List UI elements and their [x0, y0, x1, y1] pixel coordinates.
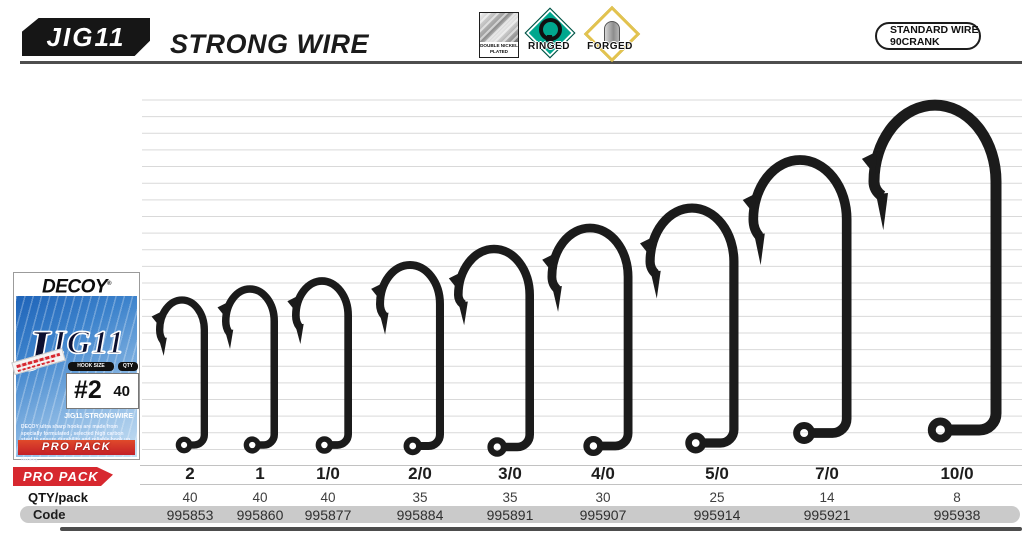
hook-2 — [156, 296, 208, 449]
package-subtitle: JIG11 STRONGWIRE — [64, 413, 133, 420]
hook-eye-5/0 — [685, 432, 707, 454]
qty-value-10/0: 8 — [953, 490, 961, 505]
hook-eye-4/0 — [583, 435, 604, 457]
hook-barb-10/0 — [861, 151, 878, 176]
wire-tag-line1: STANDARD WIRE — [890, 23, 979, 36]
code-value-3/0: 995891 — [486, 507, 534, 523]
size-qty-box: #2 40 — [66, 373, 139, 409]
code-value-2: 995853 — [166, 507, 214, 523]
hook-barb-2/0 — [371, 283, 383, 301]
hook-barb-5/0 — [639, 236, 653, 258]
code-value-2/0: 995884 — [396, 507, 444, 523]
hook-5/0 — [645, 203, 739, 448]
size-label-3/0: 3/0 — [498, 464, 522, 483]
size-label-1: 1 — [255, 464, 265, 483]
package-face: J IG11 HOOK SIZE QTY #2 40 JIG11 STRONGW… — [11, 296, 139, 463]
qty-value-7/0: 14 — [819, 490, 835, 505]
qty-row-label: QTY/pack — [28, 490, 88, 505]
hook-1/0 — [292, 277, 352, 449]
ringed-badge-label: RINGED — [528, 41, 570, 52]
package-size-value: #2 — [74, 376, 102, 404]
size-row-bottom-line — [140, 484, 1022, 485]
size-label-4/0: 4/0 — [591, 464, 615, 483]
code-value-1: 995860 — [236, 507, 284, 523]
package-model-rest: IG11 — [52, 325, 125, 361]
hook-barb-1/0 — [287, 295, 299, 313]
size-label-5/0: 5/0 — [705, 464, 729, 483]
code-row-label: Code — [33, 507, 66, 522]
size-label-1/0: 1/0 — [316, 464, 340, 483]
standard-wire-tag: STANDARD WIRE 90CRANK — [875, 22, 981, 50]
code-row-bar — [20, 506, 1020, 523]
bottom-divider — [60, 527, 1022, 531]
hook-4/0 — [547, 223, 633, 451]
code-value-10/0: 995938 — [933, 507, 981, 523]
wire-tag-line2: 90CRANK — [890, 36, 940, 48]
hook-point-2/0 — [379, 312, 389, 335]
hook-eye-7/0 — [793, 422, 816, 444]
size-label-2: 2 — [185, 464, 195, 483]
hook-point-3/0 — [458, 301, 468, 326]
qty-pill: QTY — [118, 362, 138, 371]
forged-badge-label: FORGED — [587, 41, 633, 52]
hook-barb-2 — [151, 311, 162, 328]
qty-value-2/0: 35 — [412, 490, 428, 505]
qty-value-4/0: 30 — [595, 490, 611, 505]
page-title: STRONG WIRE — [170, 29, 369, 59]
code-value-5/0: 995914 — [693, 507, 741, 523]
hook-2/0 — [376, 260, 444, 451]
propack-banner: PRO PACK — [13, 467, 113, 486]
nickel-metal-swatch — [480, 13, 518, 42]
hook-point-5/0 — [650, 270, 661, 299]
size-label-2/0: 2/0 — [408, 464, 432, 483]
model-badge-label: JIG11 — [46, 21, 126, 52]
hook-eye-3/0 — [487, 437, 508, 457]
hook-barb-1 — [217, 302, 229, 319]
hook-point-10/0 — [875, 193, 889, 231]
size-label-10/0: 10/0 — [940, 464, 974, 483]
hook-10/0 — [868, 99, 1002, 436]
hook-eye-2 — [175, 436, 193, 454]
hook-eye-2/0 — [403, 436, 422, 456]
qty-value-3/0: 35 — [502, 490, 518, 505]
hook-point-2 — [158, 337, 167, 356]
package-qty-value: 40 — [113, 383, 130, 400]
hook-eye-10/0 — [927, 417, 953, 443]
hook-point-1 — [224, 329, 234, 350]
header-divider — [20, 61, 1022, 64]
hook-eye-1 — [243, 436, 261, 454]
hook-point-7/0 — [754, 233, 765, 266]
package-propack-band: PRO PACK — [18, 440, 135, 455]
nickel-plated-badge: DOUBLE NICKEL PLATED — [479, 12, 519, 58]
hook-barb-7/0 — [742, 193, 757, 215]
hook-eye-1/0 — [315, 436, 334, 454]
qty-value-5/0: 25 — [709, 490, 725, 505]
hook-size-pill: HOOK SIZE — [68, 362, 114, 371]
product-package: DECOY® J IG11 HOOK SIZE QTY #2 40 JIG11 … — [11, 272, 140, 463]
qty-value-2: 40 — [182, 490, 198, 505]
model-badge: JIG11 — [22, 18, 150, 56]
nickel-badge-line2: PLATED — [489, 49, 509, 55]
hook-3/0 — [454, 244, 534, 452]
qty-value-1: 40 — [252, 490, 268, 505]
hook-barb-4/0 — [542, 253, 555, 273]
code-value-1/0: 995877 — [304, 507, 352, 523]
size-row-top-line — [140, 465, 1022, 466]
hook-1 — [222, 285, 278, 449]
hook-point-4/0 — [552, 286, 562, 312]
code-value-7/0: 995921 — [803, 507, 851, 523]
hook-7/0 — [748, 155, 852, 438]
brand-logo: DECOY — [42, 276, 108, 298]
registered-mark: ® — [107, 281, 111, 287]
qty-value-1/0: 40 — [320, 490, 336, 505]
code-value-4/0: 995907 — [579, 507, 627, 523]
size-label-7/0: 7/0 — [815, 464, 839, 483]
hook-barb-3/0 — [448, 272, 461, 292]
nickel-badge-line1: DOUBLE NICKEL — [480, 43, 518, 48]
hook-point-1/0 — [295, 323, 304, 345]
